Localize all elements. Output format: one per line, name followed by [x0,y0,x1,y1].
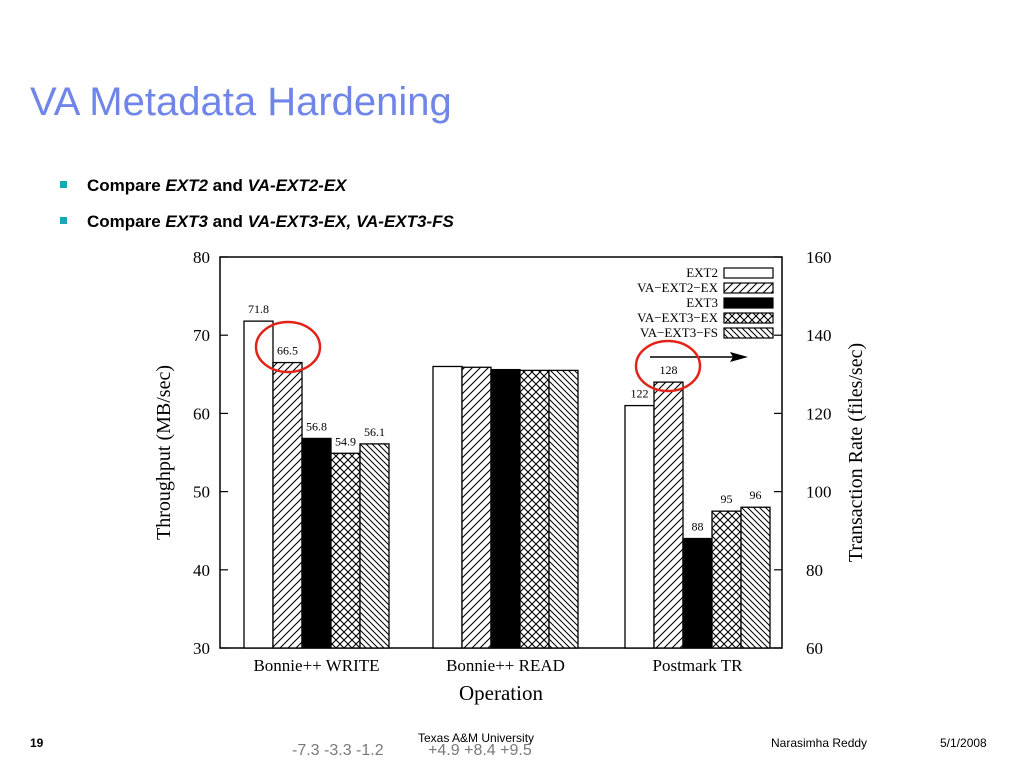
bar-value-label: 128 [660,363,678,377]
overlay-left-values: -7.3 -3.3 -1.2 [292,742,384,759]
legend-swatch [723,327,774,339]
bar-value-label: 122 [631,387,649,401]
y-tick-label: 70 [193,326,210,345]
bullet-list: Compare EXT2 and VA-EXT2-EX Compare EXT3… [60,168,454,240]
bullet-term-b: VA-EXT3-EX, VA-EXT3-FS [247,212,454,231]
bar-value-label: 66.5 [277,344,298,358]
bullet-item-ext2: Compare EXT2 and VA-EXT2-EX [60,168,454,204]
bar-postmark-tr-4 [740,506,771,649]
y2-axis-label: Transaction Rate (files/sec) [845,343,867,562]
bar-postmark-tr-0 [624,404,655,649]
y2-tick-label: 120 [806,404,832,423]
legend-label: VA−EXT3−FS [640,325,718,340]
bar-bonnie-write-2 [301,437,332,649]
y2-tick-label: 140 [806,326,832,345]
bar-bonnie-read-2 [490,368,521,649]
bar-bonnie-write-1 [272,361,303,649]
bar-postmark-tr-2 [682,537,713,649]
highlight-circle [634,339,702,393]
bar-postmark-tr-3 [711,510,742,649]
legend-label: EXT2 [686,265,718,280]
x-tick-label: Postmark TR [653,656,744,675]
bar-bonnie-write-4 [359,443,390,649]
bullet-prefix: Compare [87,212,161,231]
highlight-circle [254,320,322,374]
y-tick-label: 80 [193,248,210,267]
bar-bonnie-read-0 [432,365,463,649]
bullet-marker-icon [60,180,67,188]
overlay-right-values: +4.9 +8.4 +9.5 [428,742,532,759]
bullet-marker-icon [60,216,67,224]
y-tick-label: 60 [193,404,210,423]
bullet-term-a: EXT2 [165,176,208,195]
bullet-term-b: VA-EXT2-EX [247,176,347,195]
legend-swatch [723,282,774,294]
footer-institution: Texas A&M University [418,731,535,745]
bar-postmark-tr-1 [653,381,684,649]
legend-label: EXT3 [686,295,718,310]
legend-swatch [723,312,774,324]
bar-value-label: 96 [750,488,762,502]
footer-author: Narasimha Reddy [771,736,868,750]
legend-label: VA−EXT2−EX [637,280,718,295]
x-tick-label: Bonnie++ READ [446,656,565,675]
x-axis-label: Operation [459,681,543,705]
y-tick-label: 40 [193,561,210,580]
bar-value-label: 71.8 [248,302,269,316]
x-tick-label: Bonnie++ WRITE [253,656,379,675]
bar-bonnie-write-3 [330,452,361,649]
overlay-delta-numbers: -7.3 -3.3 -1.2 +4.9 +8.4 +9.5 [292,742,532,760]
y2-tick-label: 100 [806,483,832,502]
y2-tick-label: 60 [806,639,823,658]
bar-value-label: 56.8 [306,419,327,433]
legend-swatch [723,297,774,309]
slide-title: VA Metadata Hardening [30,80,452,124]
footer-date: 5/1/2008 [940,736,987,750]
bullet-prefix: Compare [87,176,161,195]
y2-tick-label: 160 [806,248,832,267]
y-tick-label: 30 [193,639,210,658]
y2-tick-label: 80 [806,561,823,580]
bar-bonnie-read-4 [548,369,579,649]
bar-value-label: 95 [721,492,733,506]
page-number: 19 [30,736,44,750]
bullet-item-ext3: Compare EXT3 and VA-EXT3-EX, VA-EXT3-FS [60,204,454,240]
bar-value-label: 56.1 [364,425,385,439]
y-tick-label: 50 [193,483,210,502]
bar-bonnie-read-1 [461,366,492,649]
y-axis-label: Throughput (MB/sec) [153,365,175,540]
bar-value-label: 54.9 [335,434,356,448]
bar-value-label: 88 [692,520,704,534]
bar-bonnie-write-0 [243,320,274,649]
arrow-head-icon [730,352,748,362]
bullet-mid: and [207,212,248,231]
legend-swatch [723,267,774,279]
bullet-term-a: EXT3 [165,212,208,231]
bullet-mid: and [207,176,248,195]
bar-bonnie-read-3 [519,369,550,649]
legend-label: VA−EXT3−EX [637,310,718,325]
